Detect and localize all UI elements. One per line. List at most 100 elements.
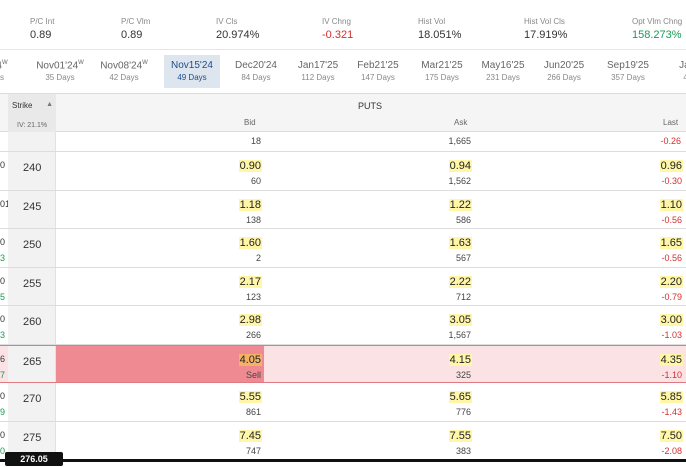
stat-value: -0.321 (322, 29, 354, 41)
table-row[interactable]: 0 3 260 2.98 266 3.05 1,567 3.00 -1.03 (0, 306, 686, 345)
stat-iv-cls: IV Cls 20.974% (216, 17, 259, 41)
strike-value: 270 (23, 393, 42, 405)
bid-price[interactable]: 1.18 (238, 198, 262, 211)
expiry-tab[interactable]: Jun20'25 266 Days (536, 55, 592, 88)
calls-edge-cell: 0 (0, 152, 8, 190)
expiry-tab[interactable]: Nov15'24 49 Days (164, 55, 220, 88)
bid-price[interactable]: 2.98 (238, 314, 262, 326)
bid-size: 747 (245, 445, 261, 456)
bid-size: 18 (250, 136, 261, 146)
expiry-tab[interactable]: Sep19'25 357 Days (600, 55, 656, 88)
ask-size: 1,562 (448, 176, 471, 186)
bid-price[interactable]: 4.05 (238, 353, 262, 366)
bid-price[interactable]: 2.17 (238, 275, 262, 288)
ask-size: 383 (455, 445, 471, 456)
stat-label: IV Cls (216, 17, 238, 26)
strike-value: 265 (23, 355, 42, 368)
expiry-date: Mar21'25 (421, 60, 463, 71)
expiry-days: 476 (662, 73, 686, 82)
expiry-date: Jan17'25 (297, 60, 339, 71)
stat-value: 17.919% (524, 29, 568, 41)
selected-bid-fill (56, 345, 264, 382)
strike-cell[interactable]: 255 (8, 267, 56, 305)
table-row[interactable]: 0 5 255 2.17 123 2.22 712 2.20 -0.79 (0, 267, 686, 306)
expiry-tab[interactable]: 4W s (0, 55, 30, 88)
expiry-days: 231 Days (486, 73, 520, 82)
table-row[interactable]: 01 245 1.18 138 1.22 586 1.10 -0.56 (0, 190, 686, 229)
ask-price[interactable]: 4.15 (448, 353, 472, 366)
bid-price[interactable]: 1.60 (238, 237, 262, 249)
stat-hist-vol: Hist Vol 18.051% (418, 17, 461, 41)
ask-size: 1,665 (448, 136, 471, 146)
ask-price[interactable]: 7.55 (448, 429, 472, 442)
expiry-date: May16'25 (481, 60, 525, 71)
ask-price[interactable]: 5.65 (448, 391, 472, 403)
expiry-days: 49 Days (177, 73, 207, 82)
bid-price[interactable]: 7.45 (238, 429, 262, 442)
last-column-header[interactable]: Last (663, 118, 679, 127)
expiry-date: Jan1 (679, 60, 686, 71)
last-price: 1.10 (659, 198, 683, 211)
strike-value: 275 (23, 431, 42, 444)
table-row[interactable]: 0 240 0.90 60 0.94 1,562 0.96 -0.30 (0, 152, 686, 191)
net-change: -0.26 (660, 136, 681, 146)
weekly-marker: W (142, 60, 148, 66)
expiry-tab[interactable]: Dec20'24 84 Days (228, 55, 284, 88)
calls-edge-value: 0 (0, 314, 6, 324)
table-row[interactable]: 0 0 275 7.45 747 7.55 383 7.50 -2.08 (0, 421, 686, 460)
net-change: -0.56 (661, 253, 682, 263)
ask-price[interactable]: 1.22 (448, 198, 472, 211)
strike-cell[interactable]: 260 (8, 306, 56, 344)
ask-size: 325 (455, 369, 471, 380)
stat-value: 20.974% (216, 29, 260, 41)
expiry-date: 4W (0, 60, 30, 71)
strike-cell[interactable]: 270 (8, 383, 56, 421)
strike-cell[interactable]: 250 (8, 229, 56, 267)
strike-cell[interactable]: 240 (8, 152, 56, 190)
last-price: 0.96 (659, 160, 683, 172)
expiry-date: Sep19'25 (607, 60, 649, 71)
calls-edge-change: 0 (0, 445, 6, 456)
bid-size: 60 (250, 176, 261, 186)
current-price-line (0, 459, 686, 462)
ask-price[interactable]: 1.63 (448, 237, 472, 249)
last-price: 5.85 (659, 391, 683, 403)
strike-label: Strike (12, 101, 33, 110)
puts-title: PUTS (358, 101, 383, 111)
expiry-tab[interactable]: Mar21'25 175 Days (414, 55, 470, 88)
table-row[interactable]: 0 3 250 1.60 2 1.63 567 1.65 -0.56 (0, 229, 686, 268)
expiry-tab[interactable]: Nov01'24W 35 Days (32, 55, 88, 88)
ask-price[interactable]: 0.94 (448, 160, 472, 172)
strike-cell[interactable]: 245 (8, 190, 56, 228)
calls-edge-change: 7 (0, 369, 6, 380)
expiry-tab[interactable]: Feb21'25 147 Days (350, 55, 406, 88)
table-row-partial: 18 1,665 -0.26 (0, 132, 686, 152)
strike-cell[interactable]: 265 (8, 345, 56, 382)
expiry-tab[interactable]: May16'25 231 Days (475, 55, 531, 88)
ask-column-header[interactable]: Ask (454, 118, 468, 127)
sort-icon[interactable]: ▲︎ (46, 101, 53, 108)
expiry-tab[interactable]: Jan1 476 (662, 55, 686, 88)
iv-label: IV: 21.1% (17, 122, 48, 129)
ask-size: 712 (455, 291, 471, 302)
ask-price[interactable]: 3.05 (448, 314, 472, 326)
last-price: 3.00 (659, 314, 683, 326)
bid-size: 138 (245, 214, 261, 225)
expiry-tab[interactable]: Nov08'24W 42 Days (96, 55, 152, 88)
bid-price[interactable]: 5.55 (238, 391, 262, 403)
ask-price[interactable]: 2.22 (448, 275, 472, 288)
stat-value: 0.89 (121, 29, 143, 41)
calls-edge-change: 3 (0, 253, 6, 263)
sell-label[interactable]: Sell (245, 369, 261, 380)
bid-column-header[interactable]: Bid (244, 118, 256, 127)
bid-price[interactable]: 0.90 (238, 160, 262, 172)
table-row[interactable]: 6 7 265 4.05 Sell 4.15 325 4.35 -1.10 (0, 344, 686, 383)
expiry-tab[interactable]: Jan17'25 112 Days (290, 55, 346, 88)
strike-column-header[interactable]: Strike ▲︎ IV: 21.1% (8, 94, 56, 132)
stat-hist-vol-cls: Hist Vol Cls 17.919% (524, 17, 567, 41)
table-row[interactable]: 0 9 270 5.55 861 5.65 776 5.85 -1.43 (0, 383, 686, 422)
calls-edge-value: 0 (0, 237, 6, 247)
